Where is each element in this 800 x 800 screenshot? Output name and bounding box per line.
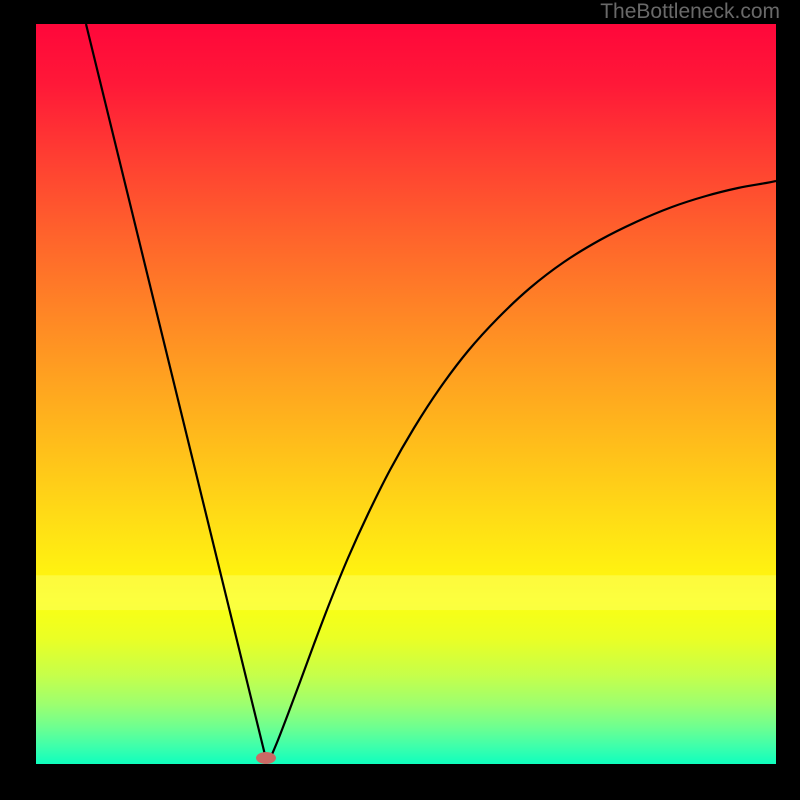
plot-svg xyxy=(36,24,776,764)
gradient-background xyxy=(36,24,776,764)
minimum-marker xyxy=(256,752,276,764)
chart-container: TheBottleneck.com xyxy=(0,0,800,800)
watermark-text: TheBottleneck.com xyxy=(600,0,780,24)
yellow-band xyxy=(36,575,776,610)
plot-area xyxy=(36,24,776,764)
